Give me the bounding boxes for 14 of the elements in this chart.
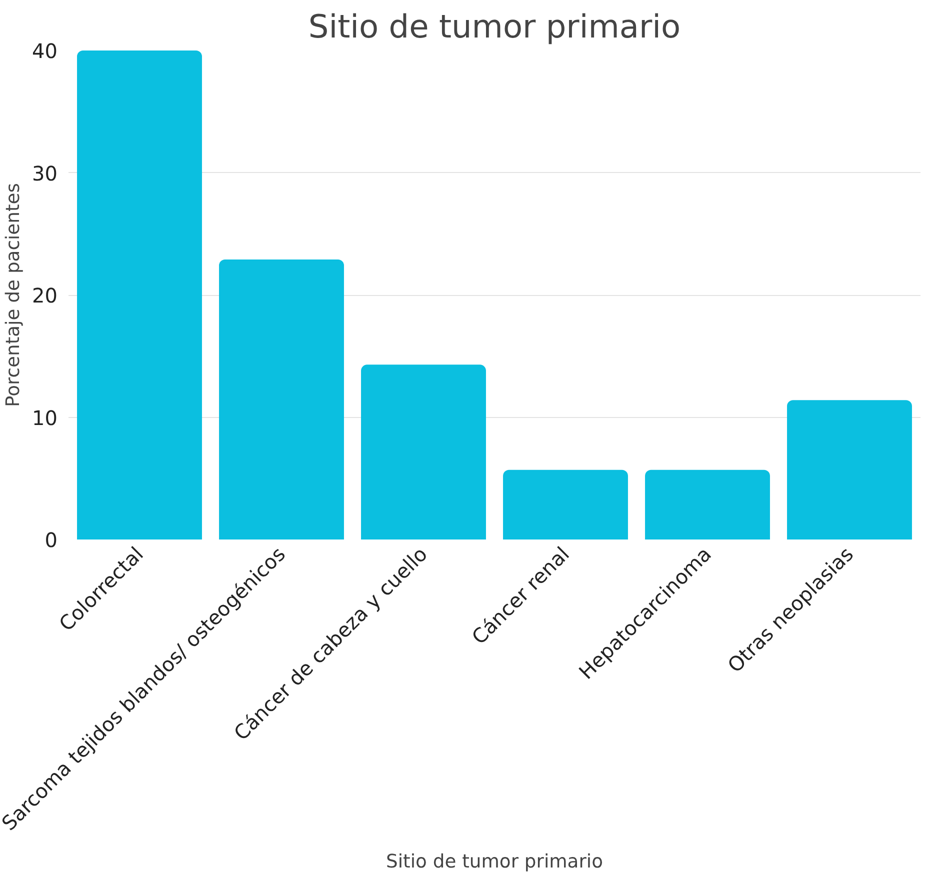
bar bbox=[361, 364, 486, 540]
bar bbox=[503, 470, 628, 540]
y-tick-label: 30 bbox=[32, 161, 58, 186]
y-axis-title: Porcentaje de pacientes bbox=[3, 183, 24, 407]
bar bbox=[219, 260, 344, 540]
y-tick-label: 10 bbox=[32, 406, 58, 430]
x-axis-title: Sitio de tumor primario bbox=[386, 852, 604, 873]
chart-title: Sitio de tumor primario bbox=[308, 8, 681, 46]
bar bbox=[787, 400, 912, 540]
bar bbox=[77, 50, 202, 540]
y-tick-label: 40 bbox=[32, 39, 58, 63]
y-tick-label: 0 bbox=[44, 528, 58, 552]
bar bbox=[645, 470, 770, 540]
y-tick-label: 20 bbox=[32, 284, 58, 308]
